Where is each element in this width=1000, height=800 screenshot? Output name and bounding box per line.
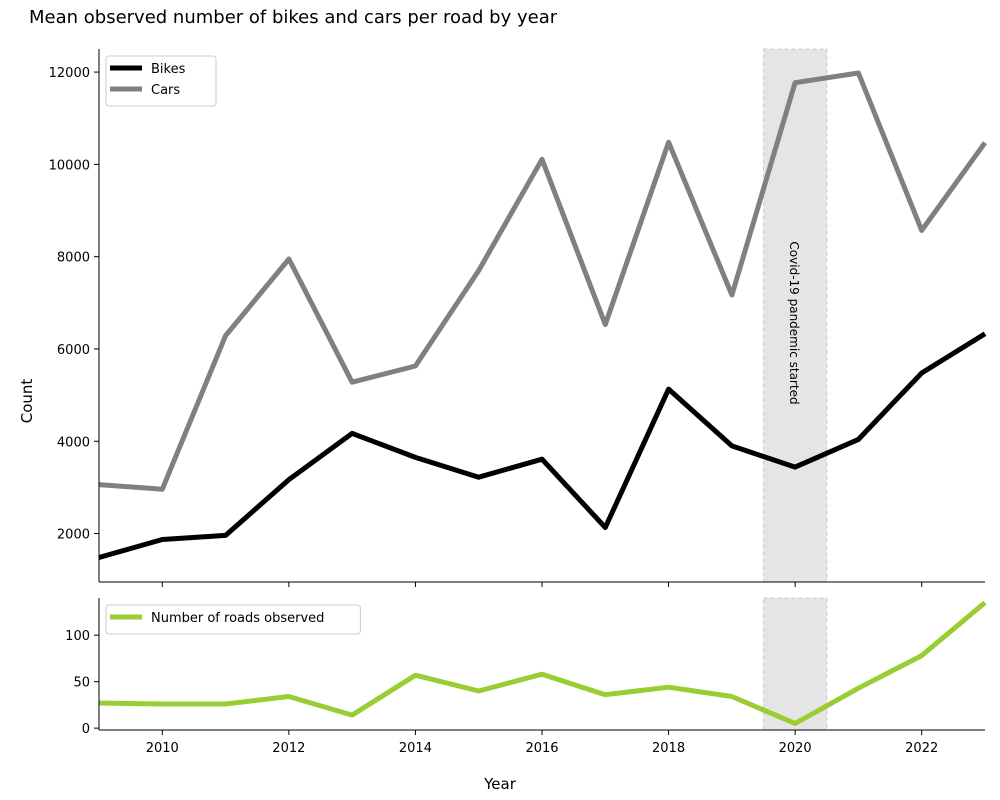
x-tick-label: 2010 bbox=[146, 741, 179, 756]
x-tick-label: 2020 bbox=[779, 741, 812, 756]
top-legend-label-0: Bikes bbox=[151, 62, 186, 77]
x-tick-label: 2016 bbox=[525, 741, 558, 756]
top-y-tick-label: 10000 bbox=[49, 158, 90, 173]
x-tick-label: 2018 bbox=[652, 741, 685, 756]
top-shaded-region bbox=[763, 48, 828, 583]
top-panel: Covid-19 pandemic started 2000 4000 6000 800… bbox=[49, 48, 988, 587]
top-y-tick-label: 4000 bbox=[57, 435, 90, 450]
bottom-y-tick-label: 50 bbox=[73, 676, 90, 691]
x-tick-label: 2014 bbox=[399, 741, 432, 756]
chart-title: Mean observed number of bikes and cars p… bbox=[29, 7, 558, 28]
x-axis-label: Year bbox=[483, 775, 517, 793]
bottom-y-tick-label: 100 bbox=[65, 629, 90, 644]
bottom-series-line-0 bbox=[98, 600, 987, 726]
y-axis-label: Count bbox=[18, 379, 36, 424]
bottom-panel: 0 50 100 Number of roads observed 2010 2012 20… bbox=[65, 597, 987, 756]
bottom-y-tick-label: 0 bbox=[82, 722, 90, 737]
bottom-legend bbox=[105, 604, 361, 635]
top-y-tick-label: 12000 bbox=[49, 66, 90, 81]
bottom-legend-label-0: Number of roads observed bbox=[151, 611, 324, 626]
top-series-line-1 bbox=[98, 70, 988, 492]
top-series-line-0 bbox=[98, 331, 987, 560]
top-y-tick-label: 2000 bbox=[57, 528, 90, 543]
top-legend-label-1: Cars bbox=[151, 83, 180, 98]
top-y-tick-label: 8000 bbox=[57, 251, 90, 266]
x-tick-label: 2012 bbox=[272, 741, 305, 756]
bottom-shaded-region bbox=[763, 597, 828, 731]
covid-annotation: Covid-19 pandemic started bbox=[787, 241, 801, 404]
top-y-tick-label: 6000 bbox=[57, 343, 90, 358]
x-tick-label: 2022 bbox=[905, 741, 938, 756]
